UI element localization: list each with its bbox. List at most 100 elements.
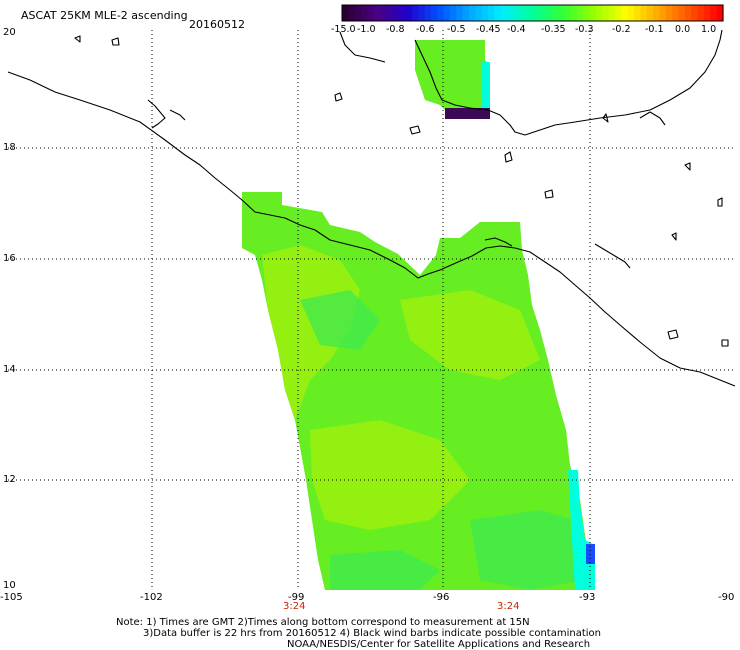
swath-patch-light <box>262 245 360 420</box>
coastline-north <box>414 29 723 136</box>
coastline <box>7 29 736 387</box>
colorbar-swatch <box>691 5 699 21</box>
island <box>504 151 513 163</box>
colorbar-swatch <box>392 5 400 21</box>
colorbar-swatch <box>526 5 534 21</box>
island <box>721 339 729 347</box>
colorbar-swatch <box>424 5 432 21</box>
colorbar-swatch <box>361 5 368 21</box>
note-line-1: Note: 1) Times are GMT 2)Times along bot… <box>116 617 530 628</box>
lat-label: 18 <box>3 142 16 153</box>
colorbar-swatch <box>456 5 464 21</box>
island <box>334 92 343 102</box>
colorbar-label: -0.3 <box>575 24 594 35</box>
colorbar-swatch <box>354 5 362 21</box>
colorbar-label: -1.0 <box>357 24 376 35</box>
colorbar-swatch <box>348 5 356 21</box>
colorbar-swatch <box>602 5 610 21</box>
swath-north-purple <box>445 108 490 119</box>
colorbar-swatch <box>367 5 375 21</box>
colorbar-swatch <box>437 5 445 21</box>
lon-label: -96 <box>433 592 450 603</box>
colorbar-swatch <box>678 5 686 21</box>
island <box>544 189 554 199</box>
colorbar-swatch <box>570 5 578 21</box>
swath-patch-light <box>310 420 470 530</box>
colorbar-label: -0.6 <box>416 24 435 35</box>
colorbar <box>341 4 724 22</box>
map-title: ASCAT 25KM MLE-2 ascending <box>21 9 188 22</box>
colorbar-swatch <box>469 5 476 21</box>
colorbar-swatch <box>513 5 521 21</box>
lon-label: -102 <box>140 592 163 603</box>
map-date: 20160512 <box>189 18 245 31</box>
lagoon <box>639 111 666 126</box>
colorbar-swatch <box>583 5 591 21</box>
island <box>409 125 421 135</box>
colorbar-label: -0.8 <box>386 24 405 35</box>
colorbar-label: -15.0 <box>331 24 356 35</box>
lat-label: 16 <box>3 253 16 264</box>
lagoon <box>147 99 166 129</box>
colorbar-label: 0.0 <box>675 24 691 35</box>
lat-label: 12 <box>3 474 16 485</box>
colorbar-label: 1.0 <box>701 24 717 35</box>
lagoon <box>169 109 186 121</box>
colorbar-swatch <box>710 5 718 21</box>
swath-patch-dark <box>300 290 380 350</box>
colorbar-label: -0.45 <box>476 24 501 35</box>
lon-label: -99 <box>288 592 305 603</box>
lagoon <box>594 243 631 269</box>
colorbar-swatch <box>411 5 419 21</box>
pass-time-label: 3:24 <box>497 601 520 612</box>
colorbar-swatch <box>634 5 642 21</box>
colorbar-label: -0.4 <box>507 24 526 35</box>
island <box>671 232 677 241</box>
colorbar-swatch <box>627 5 635 21</box>
colorbar-swatch <box>519 5 527 21</box>
colorbar-swatch <box>551 5 559 21</box>
swath-north-cyan <box>482 62 490 110</box>
colorbar-swatch <box>659 5 667 21</box>
island <box>667 329 679 340</box>
swath-patch-light <box>400 290 540 380</box>
colorbar-swatch <box>462 5 470 21</box>
colorbar-swatch <box>507 5 515 21</box>
colorbar-swatch <box>475 5 483 21</box>
colorbar-swatch <box>615 5 622 21</box>
colorbar-swatch <box>684 5 692 21</box>
colorbar-swatch <box>596 5 603 21</box>
colorbar-swatch <box>449 5 457 21</box>
lat-label: 14 <box>3 364 16 375</box>
island <box>717 197 723 207</box>
colorbar-swatch <box>380 5 388 21</box>
lagoon <box>484 237 513 247</box>
pass-time-label: 3:24 <box>283 601 306 612</box>
colorbar-label: -0.1 <box>645 24 664 35</box>
colorbar-swatch <box>653 5 661 21</box>
scatterometer-swath <box>242 40 595 590</box>
credit-line: NOAA/NESDIS/Center for Satellite Applica… <box>287 639 591 650</box>
swath-patch-dark <box>470 510 585 590</box>
colorbar-swatch <box>646 5 654 21</box>
lat-label: 10 <box>3 580 16 591</box>
colorbar-swatch <box>545 5 553 21</box>
note-line-2: 3)Data buffer is 22 hrs from 20160512 4)… <box>143 628 601 639</box>
lon-label: -90 <box>718 592 735 603</box>
island <box>111 37 120 46</box>
colorbar-swatch <box>500 5 508 21</box>
island <box>74 35 81 43</box>
coastline-mainland <box>7 71 736 387</box>
colorbar-swatch <box>488 5 495 21</box>
colorbar-swatch <box>532 5 540 21</box>
colorbar-swatch <box>716 5 724 21</box>
colorbar-swatch <box>373 5 381 21</box>
colorbar-swatch <box>621 5 629 21</box>
colorbar-swatch <box>665 5 673 21</box>
colorbar-label: -0.5 <box>447 24 466 35</box>
colorbar-swatch <box>481 5 489 21</box>
coastline-gulf-shore <box>339 31 386 63</box>
swath-patch-dark <box>330 550 440 590</box>
lon-label: -93 <box>579 592 596 603</box>
lat-label: 20 <box>3 27 16 38</box>
